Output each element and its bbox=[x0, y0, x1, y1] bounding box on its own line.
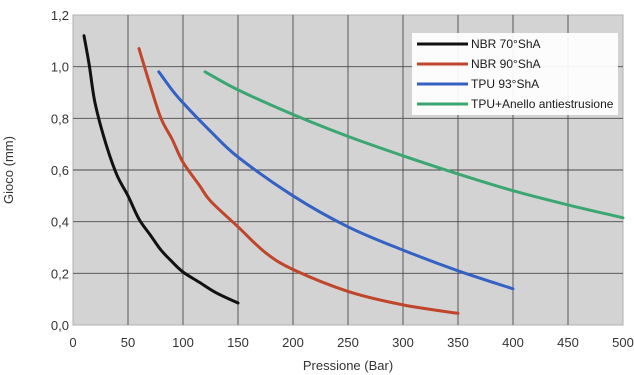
legend-label: TPU 93°ShA bbox=[471, 77, 539, 91]
y-tick-label: 0,0 bbox=[51, 318, 69, 333]
x-tick-label: 300 bbox=[392, 335, 414, 350]
y-tick-label: 1,0 bbox=[51, 60, 69, 75]
series-lines bbox=[82, 34, 625, 315]
x-axis-label: Pressione (Bar) bbox=[303, 358, 393, 373]
legend-box bbox=[412, 33, 618, 115]
series-line-1 bbox=[82, 34, 240, 305]
legend: NBR 70°ShA NBR 90°ShA TPU 93°ShA TPU+Anello… bbox=[417, 37, 614, 111]
series-line-2 bbox=[137, 47, 460, 315]
series-line-4 bbox=[203, 70, 625, 220]
x-tick-label: 50 bbox=[121, 335, 135, 350]
y-tick-label: 0,2 bbox=[51, 266, 69, 281]
x-tick-label: 200 bbox=[282, 335, 304, 350]
y-tick-label: 0,4 bbox=[51, 215, 69, 230]
x-tick-label: 350 bbox=[447, 335, 469, 350]
tick-labels: 0 50 100 150 200 250 300 350 400 450 500 0,0 0,2 0,4 0… bbox=[51, 8, 634, 350]
y-tick-label: 0,8 bbox=[51, 111, 69, 126]
x-tick-label: 500 bbox=[612, 335, 634, 350]
x-tick-label: 0 bbox=[69, 335, 76, 350]
legend-label: NBR 90°ShA bbox=[471, 57, 541, 71]
y-tick-label: 0,6 bbox=[51, 163, 69, 178]
x-tick-label: 150 bbox=[227, 335, 249, 350]
series-line-3 bbox=[157, 70, 515, 291]
y-tick-label: 1,2 bbox=[51, 8, 69, 23]
x-tick-label: 250 bbox=[337, 335, 359, 350]
legend-label: NBR 70°ShA bbox=[471, 37, 541, 51]
y-axis-label: Gioco (mm) bbox=[1, 136, 16, 204]
x-tick-label: 400 bbox=[502, 335, 524, 350]
legend-label: TPU+Anello antiestrusione bbox=[471, 97, 614, 111]
x-tick-label: 450 bbox=[557, 335, 579, 350]
x-tick-label: 100 bbox=[172, 335, 194, 350]
